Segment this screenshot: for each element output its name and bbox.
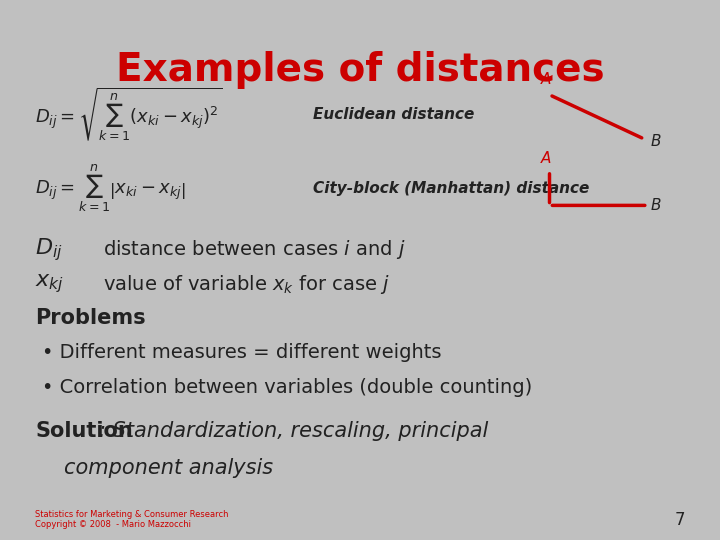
- Text: A: A: [541, 151, 552, 166]
- Text: Euclidean distance: Euclidean distance: [312, 107, 474, 122]
- Text: value of variable $x_k$ for case $j$: value of variable $x_k$ for case $j$: [103, 273, 390, 295]
- Text: $D_{ij} = \sqrt{\sum_{k=1}^{n}\left(x_{ki} - x_{kj}\right)^2}$: $D_{ij} = \sqrt{\sum_{k=1}^{n}\left(x_{k…: [35, 86, 222, 143]
- Text: • Different measures = different weights: • Different measures = different weights: [42, 343, 441, 362]
- Text: 7: 7: [675, 511, 685, 529]
- Text: A: A: [541, 72, 552, 87]
- Text: : Standardization, rescaling, principal: : Standardization, rescaling, principal: [99, 421, 489, 441]
- Text: Solution: Solution: [35, 421, 133, 441]
- Text: City-block (Manhattan) distance: City-block (Manhattan) distance: [312, 181, 589, 195]
- Text: distance between cases $i$ and $j$: distance between cases $i$ and $j$: [103, 238, 405, 261]
- Text: • Correlation between variables (double counting): • Correlation between variables (double …: [42, 377, 532, 397]
- Text: Examples of distances: Examples of distances: [116, 51, 604, 89]
- Text: $D_{ij}$: $D_{ij}$: [35, 236, 63, 263]
- Text: Statistics for Marketing & Consumer Research
Copyright © 2008  - Mario Mazzocchi: Statistics for Marketing & Consumer Rese…: [35, 510, 229, 529]
- Text: $D_{ij} = \sum_{k=1}^{n}\left|x_{ki} - x_{kj}\right|$: $D_{ij} = \sum_{k=1}^{n}\left|x_{ki} - x…: [35, 163, 186, 214]
- Text: $x_{kj}$: $x_{kj}$: [35, 273, 64, 295]
- Text: B: B: [651, 134, 662, 149]
- Text: Problems: Problems: [35, 308, 145, 328]
- Text: B: B: [651, 198, 662, 213]
- Text: component analysis: component analysis: [63, 458, 273, 478]
